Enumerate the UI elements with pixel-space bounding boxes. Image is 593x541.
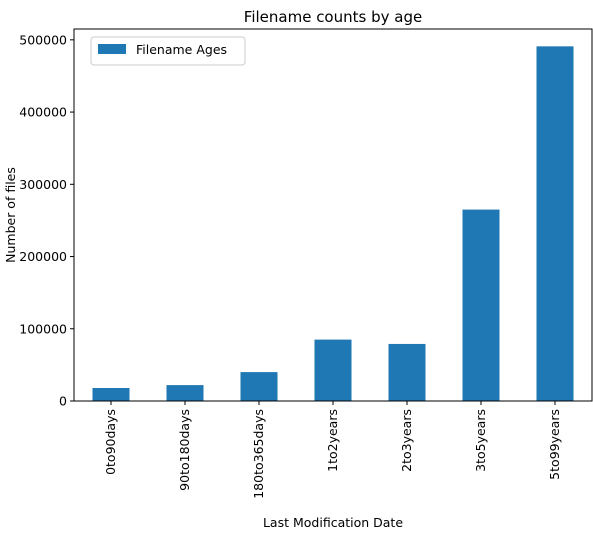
plot-area-frame: [73, 28, 593, 402]
x-tick-label: 180to365days: [251, 409, 266, 499]
x-axis-label: Last Modification Date: [263, 515, 403, 530]
legend-frame: [90, 36, 246, 66]
bars-group: [92, 46, 574, 402]
y-axis: 0 100000 200000 300000 400000 500000: [19, 32, 74, 409]
legend-swatch: [98, 44, 126, 54]
bar-2to3years: [388, 343, 426, 401]
y-tick-label: 0: [59, 394, 67, 409]
bar-3to5years: [462, 209, 500, 401]
x-tick-label: 1to2years: [325, 409, 340, 472]
legend: Filename Ages: [90, 36, 246, 66]
bar-90to180days: [166, 385, 204, 401]
bar-5to99years: [536, 46, 574, 402]
y-tick-label: 200000: [19, 249, 67, 264]
x-tick-label: 90to180days: [177, 409, 192, 491]
x-axis: 0to90days 90to180days 180to365days 1to2year…: [103, 401, 562, 499]
y-tick-label: 100000: [19, 321, 67, 336]
bar-0to90days: [92, 388, 130, 401]
x-tick-label: 3to5years: [473, 409, 488, 472]
chart-title: Filename counts by age: [244, 8, 422, 26]
y-tick-label: 300000: [19, 177, 67, 192]
y-tick-label: 500000: [19, 32, 67, 47]
legend-label: Filename Ages: [136, 42, 227, 57]
bar-180to365days: [240, 372, 278, 401]
x-tick-label: 5to99years: [547, 409, 562, 480]
y-tick-label: 400000: [19, 105, 67, 120]
x-tick-label: 2to3years: [399, 409, 414, 472]
y-axis-label: Number of files: [3, 167, 18, 263]
bar-1to2years: [314, 339, 352, 401]
x-tick-label: 0to90days: [103, 409, 118, 475]
